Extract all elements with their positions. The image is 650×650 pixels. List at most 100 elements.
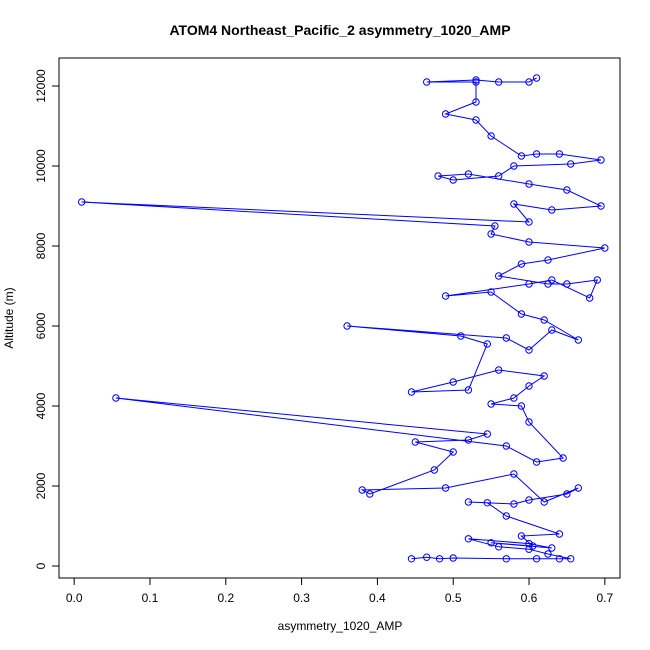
data-point [525,418,533,426]
data-point [441,484,450,492]
data-point [529,542,537,550]
data-point [464,498,473,506]
data-point [502,512,510,520]
y-tick-label: 0 [34,562,48,569]
plot-frame [58,57,621,579]
data-point [540,372,548,380]
data-point [517,260,526,268]
data-point [544,256,552,264]
y-axis-label: Altitude (m) [2,287,16,348]
data-point [574,484,582,492]
data-point [457,332,465,340]
data-point [540,498,548,506]
data-point [593,276,601,284]
data-point [559,454,567,462]
y-axis: 0 2000 4000 6000 8000 10000 12000 [34,69,59,569]
data-point [502,555,510,563]
data-point [555,150,564,158]
chart-title: ATOM4 Northeast_Pacific_2 asymmetry_1020… [169,22,510,38]
data-point [540,316,548,324]
data-point [532,458,541,466]
data-point [449,554,457,562]
data-point [510,200,518,208]
data-point [525,180,533,188]
data-point [548,544,556,552]
data-point [483,499,491,507]
data-point [532,74,541,82]
data-point [586,294,594,302]
y-tick-label: 10000 [34,149,48,183]
x-tick-label: 0.4 [369,591,386,605]
data-point [502,334,510,342]
data-point [555,555,564,563]
data-point [525,78,533,86]
data-point [366,490,374,498]
y-tick-label: 4000 [34,392,48,419]
data-point [502,442,510,450]
data-point [567,555,575,563]
data-point [430,466,438,474]
data-point [548,206,556,214]
data-point [495,78,503,86]
data-point [449,448,457,456]
data-point [358,486,366,494]
data-point [601,244,609,252]
data-point [517,152,526,160]
x-tick-label: 0.0 [66,591,83,605]
data-point [411,438,419,446]
data-point [544,280,552,288]
data-point [548,326,556,334]
data-point [563,280,571,288]
y-tick-label: 6000 [34,312,48,339]
data-point [441,110,450,118]
data-point [525,280,533,288]
data-point [78,198,86,206]
data-point [423,78,431,86]
data-point [495,272,503,280]
data-point [487,288,495,296]
data-point [517,532,526,540]
data-point [495,366,503,374]
x-axis: 0.0 0.1 0.2 0.3 0.4 0.5 0.6 0.7 [66,578,614,605]
data-point [548,276,556,284]
data-point [407,555,416,563]
data-point [343,322,351,330]
data-point [472,78,480,86]
x-axis-label: asymmetry_1020_AMP [278,619,403,633]
data-point [525,539,533,548]
data-point [491,222,499,230]
data-point [563,490,571,498]
data-point [597,156,605,164]
y-tick-label: 2000 [34,472,48,499]
data-point [434,172,442,180]
data-point [472,76,480,84]
x-tick-label: 0.6 [521,591,538,605]
data-point [487,230,495,238]
data-point [510,162,518,170]
data-point [441,292,450,300]
data-point [567,160,575,168]
x-tick-label: 0.1 [142,591,159,605]
data-point [510,470,518,478]
data-point [487,132,495,140]
data-point [525,496,533,504]
data-point [464,436,473,444]
data-point [449,378,457,386]
data-point [555,530,564,538]
data-point [449,176,457,184]
data-point [483,340,491,348]
data-point [563,186,571,194]
data-point [544,550,552,558]
data-point [487,400,495,408]
series-line [81,77,605,560]
data-point [525,382,533,390]
data-point [510,500,518,508]
data-point [495,543,503,551]
data-point [435,555,444,563]
data-point [495,172,503,180]
data-point [532,555,541,563]
data-point [510,394,518,402]
data-point [487,539,495,547]
data-point [525,218,533,226]
